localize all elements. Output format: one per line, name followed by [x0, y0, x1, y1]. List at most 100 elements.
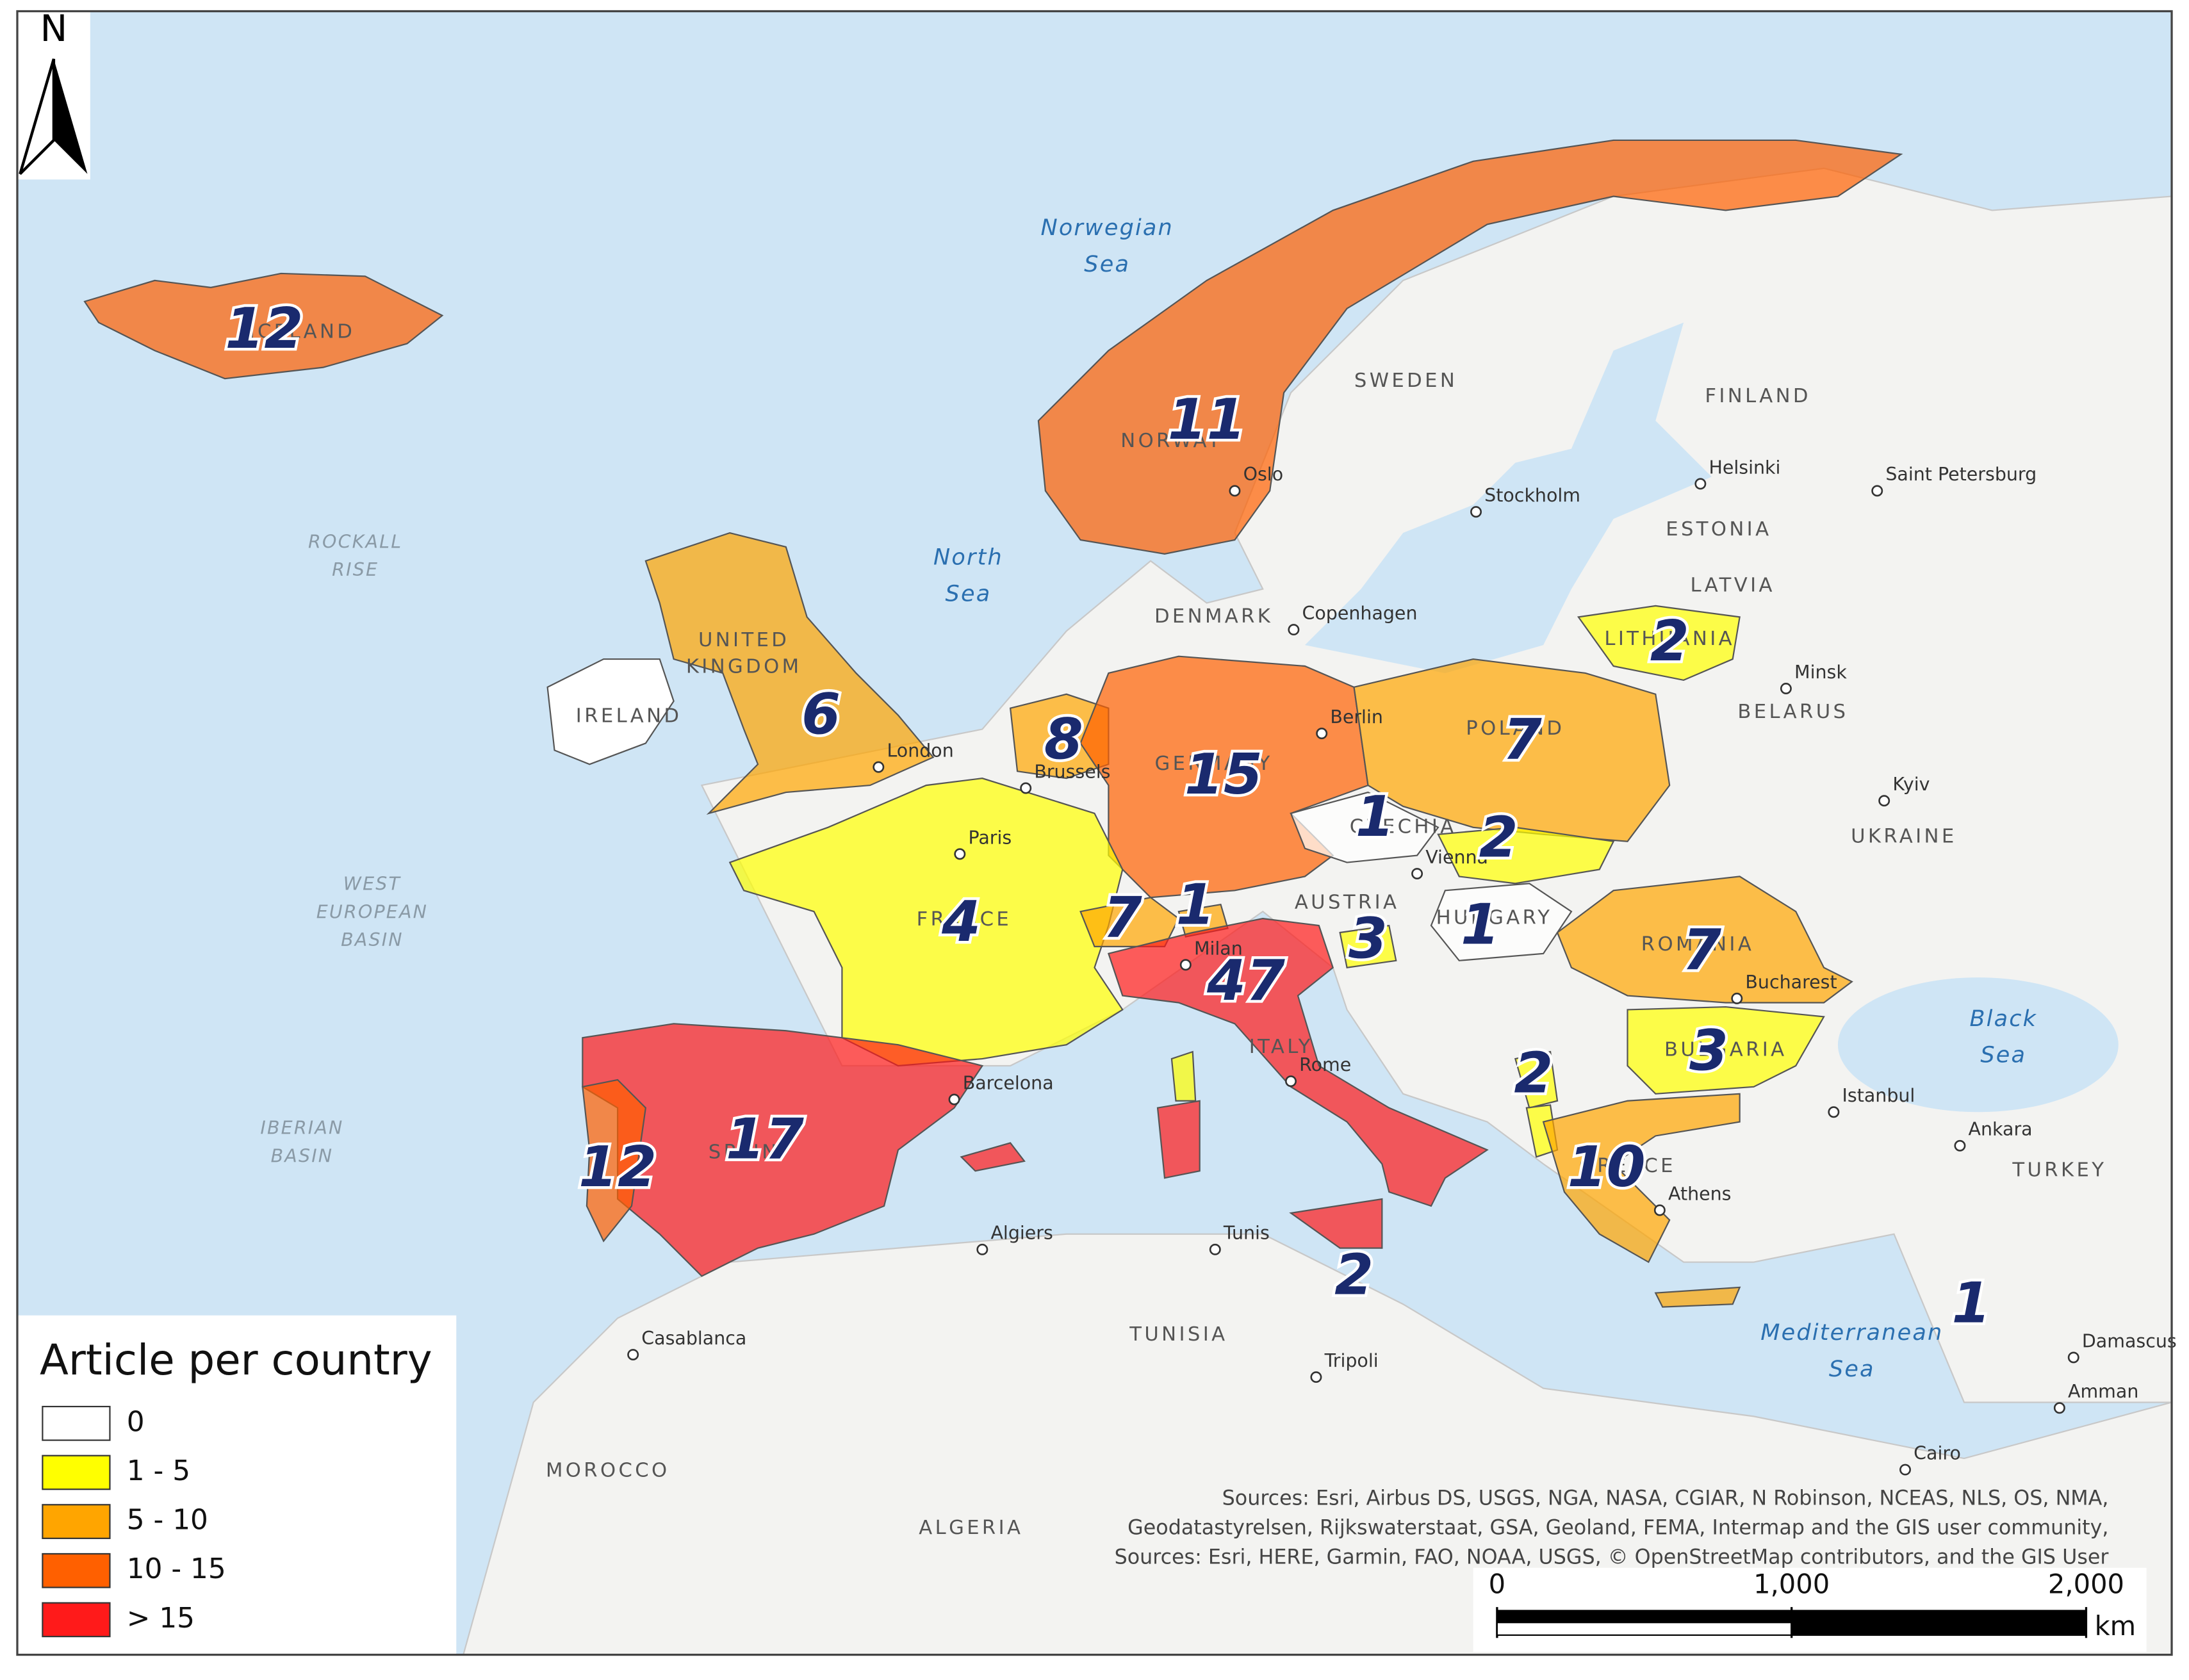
- north-arrow: N: [17, 8, 90, 180]
- article-count: 7: [1682, 917, 1721, 983]
- ocean-label: EUROPEAN: [316, 901, 428, 922]
- country-shape: [582, 1079, 647, 1243]
- article-count: 15: [1185, 742, 1263, 807]
- city-label: Stockholm: [1484, 485, 1580, 506]
- sea-label: Black: [1969, 1006, 2037, 1032]
- legend-label: 0: [127, 1405, 145, 1438]
- legend-label: 1 - 5: [127, 1455, 190, 1487]
- country-label: ALGERIA: [919, 1517, 1023, 1539]
- country-shapes: [83, 139, 1903, 1308]
- country-shape: [1170, 1050, 1197, 1102]
- city-label: Athens: [1668, 1183, 1732, 1204]
- article-count: 8: [1044, 706, 1083, 772]
- legend-title: Article per country: [40, 1336, 432, 1385]
- country-shape: [1654, 1286, 1741, 1308]
- city-dot: [1209, 1243, 1221, 1255]
- ireland-shape: [546, 658, 675, 765]
- scale-bar: 0 1,000 2,000 km: [1473, 1567, 2147, 1652]
- scale-segment: [1496, 1610, 1792, 1623]
- north-arrow-right: [53, 58, 88, 174]
- country-label: FRANCE: [917, 908, 1012, 931]
- article-count: 1: [1951, 1271, 1990, 1336]
- article-count: 2: [1650, 608, 1689, 674]
- city-label: London: [887, 740, 953, 762]
- legend-swatch: [42, 1553, 111, 1588]
- city-label: Minsk: [1794, 662, 1847, 683]
- article-count: 17: [726, 1106, 804, 1171]
- scale-segment: [1791, 1610, 2087, 1623]
- country-label: BULGARIA: [1664, 1038, 1787, 1061]
- country-label: SPAIN: [709, 1141, 780, 1163]
- city-dot: [948, 1093, 960, 1105]
- city-label: Brussels: [1034, 761, 1110, 782]
- scale-tick-label: 2,000: [2048, 1568, 2124, 1599]
- sea-label: Sea: [1084, 251, 1130, 277]
- country-label: HUNGARY: [1436, 907, 1553, 929]
- country-label: CZECHIA: [1350, 815, 1457, 838]
- city-dot: [1653, 1204, 1666, 1216]
- article-count: 2: [1334, 1243, 1373, 1308]
- city-label: Ankara: [1969, 1119, 2033, 1140]
- city-dot: [1899, 1464, 1911, 1476]
- city-dot: [1694, 478, 1707, 490]
- legend-label: 5 - 10: [127, 1504, 208, 1537]
- country-label: LATVIA: [1691, 575, 1775, 597]
- north-label: N: [40, 8, 68, 50]
- city-dot: [1020, 782, 1032, 794]
- city-label: Damascus: [2082, 1330, 2177, 1351]
- city-label: Tripoli: [1324, 1350, 1379, 1371]
- city-label: Helsinki: [1709, 457, 1780, 478]
- city-label: Paris: [968, 827, 1012, 848]
- ocean-label: BASIN: [271, 1145, 334, 1166]
- source-line: Sources: Esri, HERE, Garmin, FAO, NOAA, …: [1115, 1546, 2110, 1569]
- article-count: 1: [1461, 892, 1500, 957]
- city-dot: [873, 761, 885, 773]
- article-count: 7: [1503, 706, 1542, 772]
- city-dot: [1316, 728, 1328, 740]
- country-shape: [1079, 897, 1180, 947]
- sea-label: Sea: [1980, 1042, 2026, 1068]
- country-label: MOROCCO: [546, 1459, 670, 1481]
- legend-label: 10 - 15: [127, 1553, 226, 1585]
- sea-label: Mediterranean: [1760, 1319, 1943, 1346]
- article-count: 12: [225, 296, 303, 361]
- country-shape: [1037, 139, 1903, 555]
- scale-tick-label: 0: [1489, 1568, 1505, 1599]
- article-count: 12: [578, 1134, 657, 1200]
- country-shape: [728, 778, 1124, 1067]
- city-label: Casablanca: [641, 1328, 746, 1349]
- ocean-label: IBERIAN: [260, 1118, 343, 1139]
- scale-tick-label: 1,000: [1753, 1568, 1830, 1599]
- country-shape: [1289, 1198, 1383, 1249]
- country-shape: [960, 1142, 1026, 1172]
- land-africa: [462, 1233, 2173, 1656]
- city-label: Rome: [1299, 1054, 1351, 1075]
- city-dot: [2067, 1351, 2079, 1364]
- country-shape: [1542, 1093, 1741, 1264]
- city-label: Algiers: [990, 1223, 1053, 1244]
- country-label: UKRAINE: [1851, 826, 1957, 848]
- country-label: ROMANIA: [1641, 933, 1754, 956]
- city-label: Istanbul: [1842, 1085, 1915, 1106]
- city-label: Milan: [1194, 938, 1243, 959]
- sea-label: Sea: [946, 580, 992, 607]
- sea-label: Norwegian: [1040, 215, 1174, 241]
- country-label: GERMANY: [1155, 753, 1273, 775]
- country-shape: [1577, 605, 1741, 681]
- article-count: 7: [1103, 885, 1142, 950]
- ocean-label: RISE: [332, 559, 379, 580]
- article-count: 1: [1356, 784, 1395, 849]
- article-count: 10: [1568, 1134, 1646, 1200]
- black-sea: [1837, 977, 2119, 1113]
- article-count: 4: [941, 889, 981, 954]
- country-shape: [1339, 924, 1397, 968]
- country-shape: [1290, 791, 1439, 863]
- country-label: BELARUS: [1737, 701, 1848, 723]
- sea-label: North: [933, 544, 1003, 570]
- city-dot: [1411, 868, 1423, 880]
- city-dot: [1179, 959, 1192, 971]
- country-shape: [1514, 1050, 1559, 1109]
- legend: Article per country 0 1 - 5 5 - 10 10 - 15 >…: [17, 1315, 457, 1655]
- country-label: POLAND: [1466, 717, 1564, 740]
- city-dot: [1285, 1075, 1297, 1088]
